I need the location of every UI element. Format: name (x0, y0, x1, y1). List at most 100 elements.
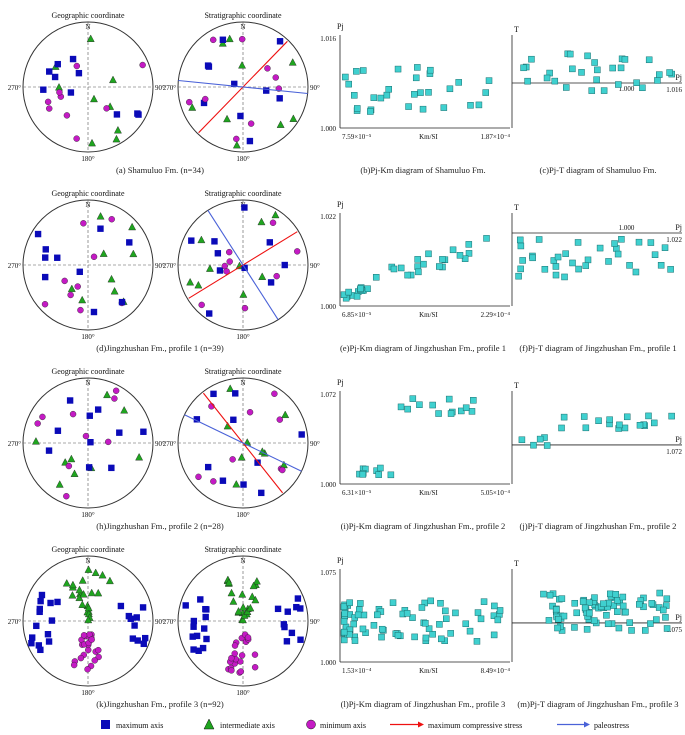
legend-paleo-label: paleostress (594, 721, 629, 730)
stereonet-symbol (198, 301, 205, 309)
pjkm-point (377, 464, 384, 472)
pjkm-point (455, 79, 462, 86)
stereonet-symbol (211, 238, 218, 245)
stereonet-symbol (206, 310, 213, 317)
pjkm-point (364, 285, 371, 292)
pjkm-point (466, 627, 474, 635)
east-label: 90° (310, 84, 320, 92)
stereonet-symbol (216, 267, 224, 274)
stereonet-symbol (210, 390, 217, 398)
pjt-point (612, 591, 620, 598)
pjt-point (575, 265, 582, 273)
stereonet-symbol (125, 612, 133, 620)
stereonet-symbol (87, 588, 96, 597)
pjt-pj-value: 1.072 (666, 448, 682, 456)
stereonet-symbol (189, 633, 196, 640)
paleostress-line (207, 210, 279, 320)
stereonet-symbol (289, 114, 298, 122)
west-label: 270° (8, 618, 22, 626)
stereonet-symbol (44, 98, 52, 106)
stereonet-symbol (34, 420, 41, 427)
pjkm-point (419, 105, 427, 113)
pjkm-y-top: 1.016 (320, 35, 336, 43)
pjt-point (611, 240, 618, 247)
pjkm-point (461, 255, 469, 262)
stereonet-symbol (274, 605, 282, 613)
stereonet-symbol (230, 416, 237, 423)
pjt-point (571, 624, 578, 631)
pjt-point (558, 424, 565, 432)
pjkm-point (427, 597, 434, 605)
pjt-point (653, 616, 660, 623)
pjt-point (614, 597, 621, 604)
caption-pjkm: (b)Pj-Km diagram of Shamuluo Fm. (360, 165, 485, 175)
pjt-point (545, 617, 553, 624)
pjt-pj-name: Pj (675, 73, 682, 82)
pjkm-point (389, 599, 397, 606)
stereonet-symbol (238, 590, 247, 598)
stereonet-symbol (201, 625, 208, 632)
stereonet-symbol (279, 466, 286, 474)
east-label: 90° (310, 262, 320, 270)
stereonet-symbol (237, 453, 246, 461)
stereonet-symbol (120, 406, 129, 414)
stereonet-symbol (294, 248, 301, 255)
pjt-point (536, 435, 544, 443)
stereonet-symbol (86, 412, 93, 419)
pjt-t-name: T (514, 25, 519, 34)
east-label: 90° (155, 262, 165, 270)
west-label: 270° (163, 84, 177, 92)
stereonet-symbol (239, 35, 246, 43)
stereonet-symbol (129, 249, 138, 258)
stereonet-symbol (107, 274, 116, 283)
stereonet-symbol (229, 456, 236, 463)
stereonet-symbol (36, 608, 43, 616)
west-label: 270° (163, 440, 177, 448)
pjt-point (581, 604, 589, 612)
stereonet-symbol (202, 613, 209, 621)
stereonet-symbol (54, 254, 61, 261)
pjkm-point (483, 235, 490, 242)
stereonet-symbol (105, 576, 114, 585)
pjt-point (621, 424, 629, 432)
stereonet-symbol (267, 279, 275, 286)
stereonet-symbol (240, 611, 249, 619)
stereonet-symbol (214, 250, 222, 257)
stereonet-symbol (240, 481, 247, 488)
stereonet-symbol (139, 61, 146, 69)
pjkm-point (438, 635, 445, 643)
pjt-point (636, 601, 643, 608)
stereonet-symbol (91, 657, 98, 664)
pjt-pj-value: 1.075 (666, 626, 682, 634)
stereonet-symbol (112, 387, 120, 394)
pjkm-point (397, 264, 405, 272)
north-label: N (240, 557, 245, 565)
pjkm-point (370, 622, 378, 629)
stereonet-symbol (54, 60, 61, 68)
south-label: 180° (236, 333, 250, 341)
pjt-point (558, 595, 566, 602)
pjt-point (591, 617, 598, 624)
east-label: 90° (310, 618, 320, 626)
stereonet-symbol (140, 428, 147, 435)
stereonet-symbol (276, 120, 285, 128)
stereonet-symbol (99, 249, 108, 257)
stereonet-symbol (80, 632, 88, 639)
pjkm-y-name: Pj (337, 556, 344, 565)
pjkm-point (467, 102, 474, 109)
stereonet-symbol (238, 61, 246, 69)
west-label: 270° (8, 84, 22, 92)
pjt-point (662, 614, 669, 621)
stereonet-symbol (251, 664, 259, 671)
stereonet-symbol (264, 65, 271, 72)
stereonet-symbol (103, 105, 110, 112)
stereonet-symbol (197, 235, 206, 244)
stereonet-symbol (74, 283, 81, 290)
west-label: 270° (163, 262, 177, 270)
pjt-point (651, 251, 659, 258)
west-label: 270° (8, 262, 22, 270)
stereonet-symbol (298, 431, 305, 438)
stereonet-symbol (78, 576, 87, 584)
stereonet-symbol (225, 34, 234, 43)
stereonet-symbol (77, 306, 84, 314)
